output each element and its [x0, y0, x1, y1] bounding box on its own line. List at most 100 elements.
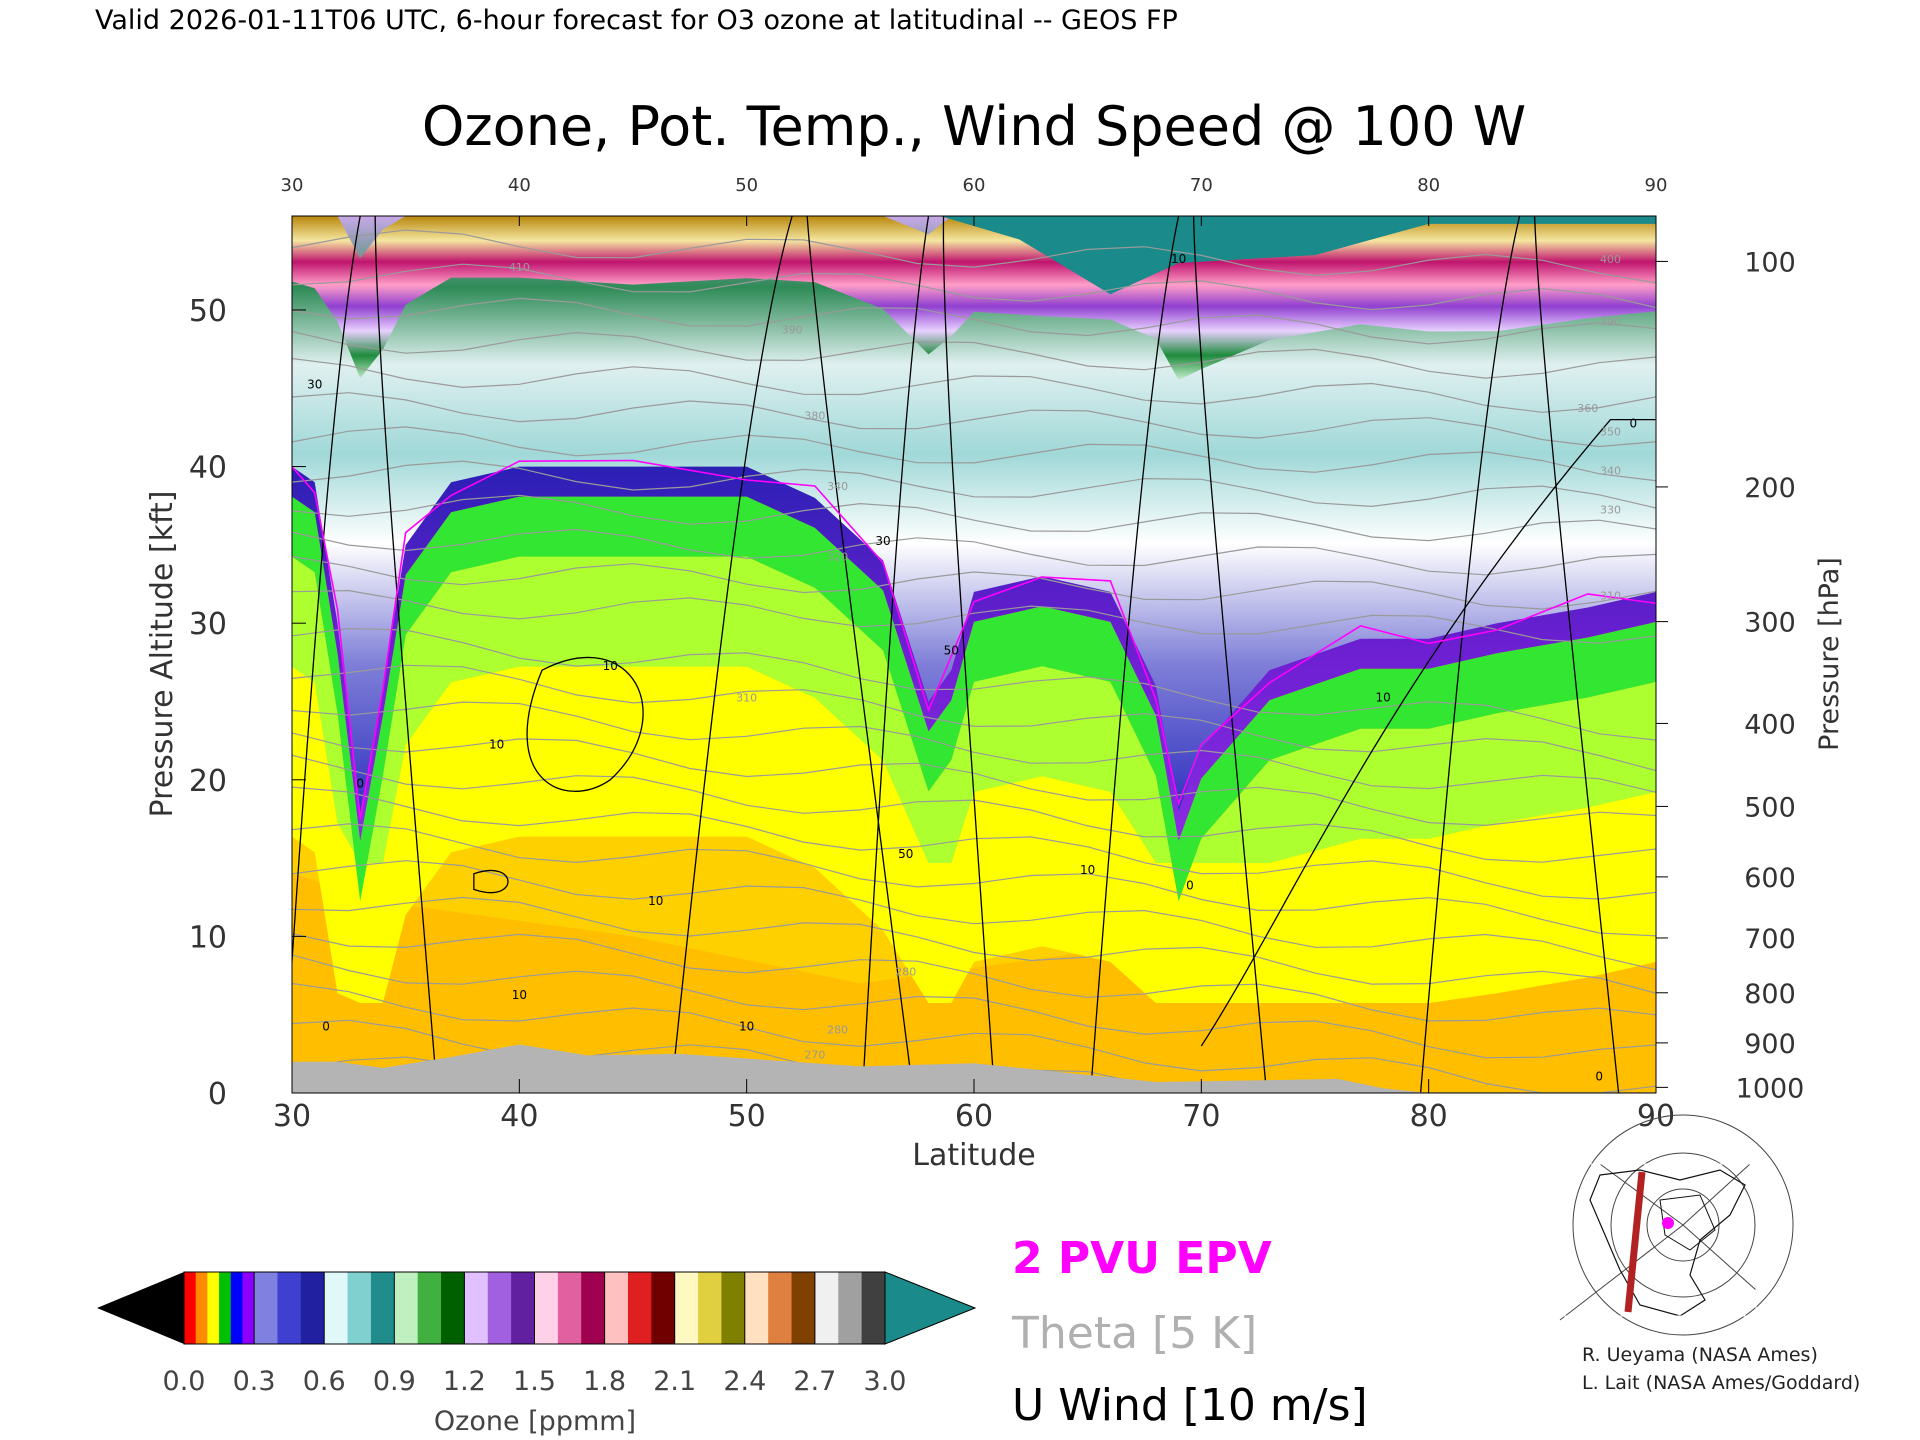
colorbar-swatch	[534, 1272, 559, 1344]
u-wind-contour-label: 0	[1629, 416, 1637, 430]
theta-contour	[292, 701, 1656, 793]
ozone-over-range-region	[939, 216, 1656, 295]
theta-contour	[292, 357, 1656, 413]
u-wind-contour	[473, 869, 509, 894]
colorbar-tick-label: 1.8	[583, 1366, 626, 1397]
u-wind-contour-label: 30	[307, 377, 322, 391]
legend-u-wind: U Wind [10 m/s]	[1012, 1380, 1368, 1431]
colorbar-swatch	[674, 1272, 699, 1344]
colorbar-swatch	[698, 1272, 722, 1344]
theta-contour	[292, 860, 1656, 971]
u-wind-contour-label: 50	[898, 847, 913, 861]
y-axis-left: 0 10 20 30 40 50	[189, 294, 306, 1112]
credit-line-2: L. Lait (NASA Ames/Goddard)	[1582, 1372, 1861, 1394]
x-tick-label: 30	[273, 1099, 311, 1134]
colorbar-tick-label: 0.9	[373, 1366, 416, 1397]
u-wind-contour-label: 50	[944, 644, 959, 658]
u-wind-contour-label: 10	[739, 1019, 754, 1033]
x-tick-label: 60	[955, 1099, 993, 1134]
colorbar-swatch	[838, 1272, 863, 1344]
credit-line-1: R. Ueyama (NASA Ames)	[1582, 1344, 1818, 1366]
u-wind-contour-label: 0	[1595, 1069, 1603, 1083]
colorbar-swatch	[242, 1272, 255, 1344]
u-wind-contour	[1419, 216, 1620, 1093]
x-tick-label-top: 30	[281, 175, 304, 196]
map-coastline	[1659, 1194, 1716, 1251]
x-tick-label: 80	[1410, 1099, 1448, 1134]
colorbar-tick-label: 2.7	[793, 1366, 836, 1397]
x-tick-label-top: 70	[1190, 175, 1213, 196]
colorbar-tick-label: 1.2	[443, 1366, 486, 1397]
theta-contour	[292, 330, 1656, 379]
theta-contour	[292, 982, 1656, 1093]
colorbar-frame	[183, 1271, 886, 1345]
y-tick-label: 30	[189, 607, 227, 642]
u-wind-contour-label: 0	[356, 777, 364, 791]
colorbar-swatch	[184, 1272, 197, 1344]
colorbar-swatch	[254, 1272, 278, 1344]
theta-contour	[292, 494, 1656, 542]
colorbar-swatch	[207, 1272, 220, 1344]
y-tick-label: 20	[189, 764, 227, 799]
theta-contour-label: 390	[1600, 316, 1621, 329]
colorbar-swatch	[230, 1272, 243, 1344]
colorbar-swatch	[487, 1272, 512, 1344]
pressure-tick-label: 500	[1744, 792, 1796, 823]
ozone-light-green-region	[292, 556, 1656, 902]
ozone-green-region	[292, 496, 1656, 902]
u-wind-contour-label: 10	[512, 988, 527, 1002]
theta-contour-label: 390	[782, 323, 803, 336]
u-wind-contour	[1089, 216, 1268, 1093]
u-wind-contour-label: 0	[322, 1019, 330, 1033]
theta-contour-label: 360	[1577, 402, 1598, 415]
theta-contour	[292, 589, 1656, 644]
colorbar-swatch	[370, 1272, 395, 1344]
colorbar-under-arrow	[97, 1272, 184, 1344]
x-tick-label-top: 50	[735, 175, 758, 196]
colorbar-swatch	[581, 1272, 606, 1344]
x-tick-label-top: 60	[963, 175, 986, 196]
colorbar-swatch	[441, 1272, 465, 1344]
colorbar-tick-label: 0.3	[233, 1366, 276, 1397]
theta-contour-label: 340	[1600, 464, 1621, 477]
pressure-tick-label: 800	[1744, 979, 1796, 1010]
map-latitude-circle	[1610, 1152, 1756, 1298]
chart-title: Ozone, Pot. Temp., Wind Speed @ 100 W	[422, 95, 1526, 158]
u-wind-contour-label: 10	[1080, 863, 1095, 877]
pressure-tick-label: 400	[1744, 709, 1796, 740]
theta-contour-label: 400	[1600, 253, 1621, 266]
x-tick-label-top: 90	[1645, 175, 1668, 196]
pressure-tick-label: 200	[1744, 473, 1796, 504]
colorbar-swatch	[768, 1272, 793, 1344]
u-wind-contour-label: 10	[1171, 252, 1186, 266]
map-latitude-circle	[1572, 1114, 1794, 1336]
map-coastline	[1589, 1169, 1746, 1317]
theta-contour	[292, 460, 1656, 509]
colorbar-label: Ozone [ppmm]	[434, 1406, 636, 1437]
theta-contour	[292, 627, 1656, 741]
legend-theta: Theta [5 K]	[1011, 1308, 1257, 1359]
y-axis-right-pressure: 100 200 300 400 500 600 700 800 900 1000	[1656, 247, 1804, 1104]
colorbar-swatch	[324, 1272, 349, 1344]
y-axis-label-left: Pressure Altitude [kft]	[145, 491, 180, 818]
colorbar-swatch	[417, 1272, 442, 1344]
colorbar-swatch	[394, 1272, 419, 1344]
theta-contour-label: 310	[736, 691, 757, 704]
theta-contour	[292, 823, 1656, 937]
colorbar-tick-label: 2.4	[723, 1366, 766, 1397]
theta-contour	[292, 426, 1656, 482]
colorbar-swatch	[814, 1272, 839, 1344]
y-axis-label-right: Pressure [hPa]	[1814, 557, 1845, 751]
ozone-stratosphere-region	[292, 216, 1656, 812]
y-tick-label: 10	[189, 920, 227, 955]
theta-contour	[292, 263, 1656, 311]
theta-contour	[292, 732, 1656, 827]
x-axis-label: Latitude	[912, 1138, 1035, 1173]
colorbar-swatch	[300, 1272, 325, 1344]
x-tick-label: 40	[500, 1099, 538, 1134]
colorbar-tick-label: 0.6	[303, 1366, 346, 1397]
colorbar-swatch	[277, 1272, 302, 1344]
colorbar-tick-label: 0.0	[163, 1366, 206, 1397]
